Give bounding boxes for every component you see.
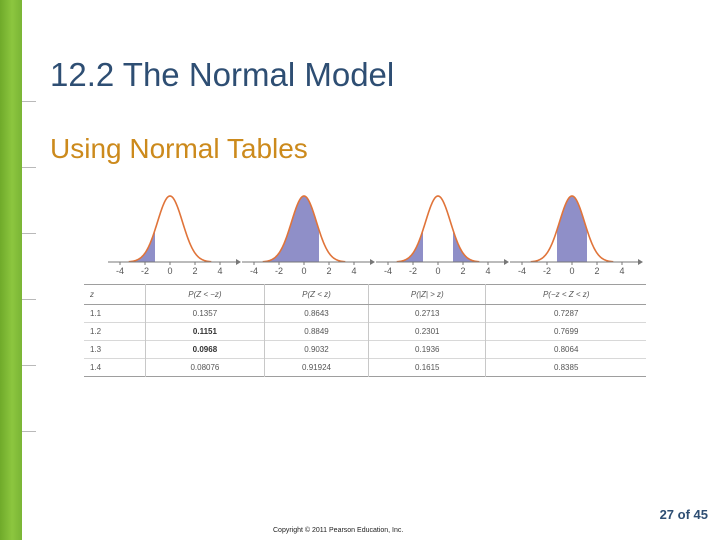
accent-tick [22,233,36,234]
accent-tick [22,365,36,366]
tick-label: -4 [518,266,526,276]
accent-tick [22,431,36,432]
table-row: 1.3 0.0968 0.9032 0.1936 0.8064 [84,340,646,359]
normal-probability-table: z P(Z < −z) P(Z < z) P(|Z| > z) P(−z < Z… [84,284,646,377]
table-row: 1.4 0.08076 0.91924 0.1615 0.8385 [84,358,646,377]
table-header: P(|Z| > z) [368,284,487,305]
shaded-area [130,229,155,262]
shaded-area [453,229,478,262]
tick-label: 0 [301,266,306,276]
table-cell: 0.91924 [264,358,370,377]
axis-arrow [638,259,643,265]
density-curve [262,195,346,263]
tick-label: -2 [543,266,551,276]
accent-tick [22,167,36,168]
table-row: 1.2 0.1151 0.8849 0.2301 0.7699 [84,322,646,341]
table-cell: 0.2713 [368,304,487,323]
density-curve [396,195,480,263]
table-cell: 0.1357 [145,304,265,323]
table-cell: 0.0968 [145,340,265,359]
tick-label: -4 [384,266,392,276]
table-cell: 0.7699 [485,322,646,341]
tick-label: 4 [351,266,356,276]
tick-label: 2 [326,266,331,276]
density-curve [530,195,614,263]
normal-curves-figure: -4 -2 0 2 4 -4 -2 0 2 4 -4 -2 0 2 4 -4 -2 0 2 4 [108,195,643,276]
slide-title: 12.2 The Normal Model [50,56,395,93]
normal-curve-panel: -4 -2 0 2 4 [108,195,241,276]
tick-label: 0 [435,266,440,276]
table-cell: 1.2 [84,322,146,341]
shaded-area [557,196,587,262]
tick-label: 0 [569,266,574,276]
tick-label: 0 [167,266,172,276]
table-cell: 1.1 [84,304,146,323]
tick-label: 4 [485,266,490,276]
axis-arrow [236,259,241,265]
table-cell: 0.8064 [485,340,646,359]
table-row: 1.1 0.1357 0.8643 0.2713 0.7287 [84,304,646,323]
accent-tick [22,299,36,300]
slide-subtitle: Using Normal Tables [50,133,308,164]
tick-label: -2 [141,266,149,276]
tick-label: -4 [250,266,258,276]
axis-arrow [370,259,375,265]
table-header-row: z P(Z < −z) P(Z < z) P(|Z| > z) P(−z < Z… [84,284,646,305]
tick-label: -4 [116,266,124,276]
density-curve [128,195,212,263]
tick-label: -2 [409,266,417,276]
table-cell: 1.3 [84,340,146,359]
table-cell: 0.08076 [145,358,265,377]
normal-curve-panel: -4 -2 0 2 4 [510,195,643,276]
table-cell: 0.1936 [368,340,487,359]
tick-label: -2 [275,266,283,276]
tick-label: 2 [192,266,197,276]
tick-label: 2 [460,266,465,276]
shaded-area [264,196,319,262]
normal-curve-panel: -4 -2 0 2 4 [242,195,375,276]
table-header: P(−z < Z < z) [485,284,646,305]
table-cell: 0.2301 [368,322,487,341]
table-cell: 0.1615 [368,358,487,377]
accent-tick [22,101,36,102]
tick-label: 2 [594,266,599,276]
table-header: P(Z < z) [264,284,370,305]
tick-label: 4 [217,266,222,276]
table-cell: 0.8385 [485,358,646,377]
shaded-area [398,229,423,262]
table-header: P(Z < −z) [145,284,265,305]
table-cell: 0.1151 [145,322,265,341]
axis-arrow [504,259,509,265]
table-cell: 0.9032 [264,340,370,359]
table-cell: 1.4 [84,358,146,377]
tick-label: 4 [619,266,624,276]
table-cell: 0.8849 [264,322,370,341]
table-cell: 0.7287 [485,304,646,323]
left-accent-bar [0,0,22,540]
page-number: 27 of 45 [659,507,708,522]
table-cell: 0.8643 [264,304,370,323]
copyright-notice: Copyright © 2011 Pearson Education, Inc. [273,527,404,534]
normal-curve-panel: -4 -2 0 2 4 [376,195,509,276]
table-header: z [84,284,146,305]
